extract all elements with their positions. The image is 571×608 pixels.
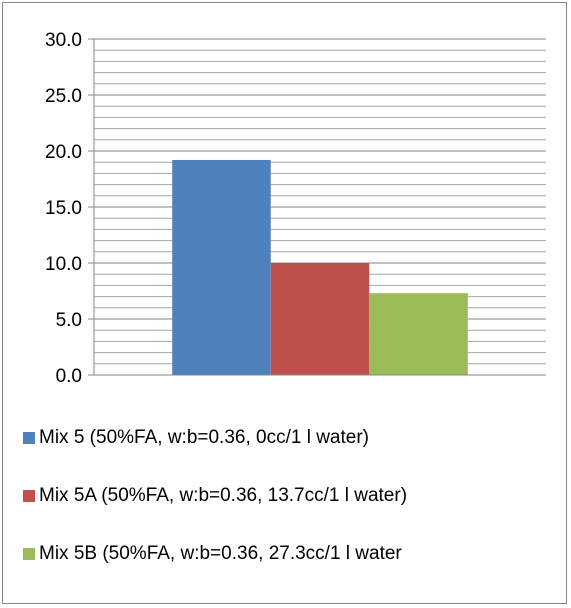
legend-item-mix-5a: Mix 5A (50%FA, w:b=0.36, 13.7cc/1 l wate… <box>23 481 407 511</box>
y-tick-label: 0.0 <box>56 366 82 387</box>
y-tick-label: 10.0 <box>45 254 82 275</box>
legend-swatch-mix-5a <box>23 490 35 502</box>
gridlines <box>94 38 546 365</box>
legend-swatch-mix-5b <box>23 548 35 560</box>
legend-label-mix-5: Mix 5 (50%FA, w:b=0.36, 0cc/1 l water) <box>39 427 369 448</box>
bar-series-2 <box>270 263 370 375</box>
legend-swatch-mix-5 <box>23 432 35 444</box>
bars <box>172 159 468 375</box>
bar-series-1 <box>172 159 271 375</box>
y-tick-label: 30.0 <box>45 30 82 51</box>
legend: Mix 5 (50%FA, w:b=0.36, 0cc/1 l water) M… <box>23 423 407 597</box>
chart-frame: 0.0 5.0 10.0 15.0 20.0 25.0 30.0 Mix 5 (50%FA,… <box>2 2 567 604</box>
y-tick-label: 25.0 <box>45 86 82 107</box>
y-tick-label: 20.0 <box>45 142 82 163</box>
y-tick-labels: 0.0 5.0 10.0 15.0 20.0 25.0 30.0 <box>45 30 82 387</box>
legend-label-mix-5a: Mix 5A (50%FA, w:b=0.36, 13.7cc/1 l wate… <box>39 485 408 506</box>
legend-label-mix-5b: Mix 5B (50%FA, w:b=0.36, 27.3cc/1 l wate… <box>39 543 402 564</box>
bar-chart: 0.0 5.0 10.0 15.0 20.0 25.0 30.0 <box>45 30 546 387</box>
y-tick-label: 15.0 <box>45 198 82 219</box>
bar-series-3 <box>369 293 468 375</box>
legend-item-mix-5: Mix 5 (50%FA, w:b=0.36, 0cc/1 l water) <box>23 423 407 453</box>
legend-item-mix-5b: Mix 5B (50%FA, w:b=0.36, 27.3cc/1 l wate… <box>23 539 407 569</box>
axes <box>88 38 546 376</box>
y-tick-label: 5.0 <box>56 310 82 331</box>
